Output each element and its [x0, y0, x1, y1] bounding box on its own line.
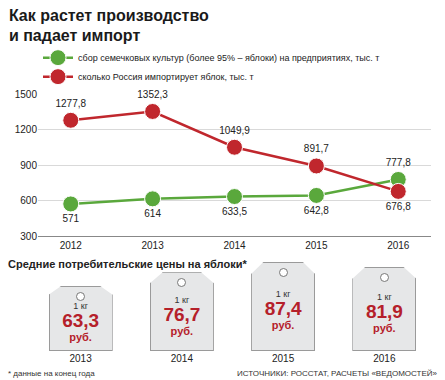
html-text:ИСТОЧНИКИ: РОССТАТ, РАСЧЕТЫ «В: ИСТОЧНИКИ: РОССТАТ, РАСЧЕТЫ «ВЕДОМОСТЕЙ»: [237, 369, 437, 378]
svg-text:2014: 2014: [223, 240, 246, 251]
svg-text:900: 900: [20, 160, 37, 171]
svg-text:600: 600: [20, 195, 37, 206]
svg-text:сбор семечковых культур (более: сбор семечковых культур (более 95% – ябл…: [78, 53, 379, 63]
svg-text:1049,9: 1049,9: [219, 125, 250, 136]
svg-text:1200: 1200: [15, 124, 38, 135]
svg-text:300: 300: [20, 231, 37, 242]
svg-text:633,5: 633,5: [222, 206, 247, 217]
html-text:руб.: руб.: [69, 331, 92, 344]
html-text:63,3: 63,3: [62, 310, 100, 332]
svg-text:2013: 2013: [141, 240, 164, 251]
svg-text:614: 614: [144, 208, 161, 219]
html-text:87,4: 87,4: [264, 298, 302, 320]
html-text:руб.: руб.: [170, 324, 194, 337]
svg-text:1277,8: 1277,8: [55, 98, 86, 109]
svg-text:891,7: 891,7: [304, 143, 329, 154]
svg-text:2012: 2012: [60, 240, 83, 251]
html-text:* данные на конец года: * данные на конец года: [8, 369, 95, 378]
html-text:руб.: руб.: [373, 322, 396, 334]
svg-text:сколько Россия импортирует ябл: сколько Россия импортирует яблок, тыс. т: [78, 72, 254, 82]
html-text:81,9: 81,9: [365, 301, 403, 322]
html-text:1 кг: 1 кг: [174, 294, 190, 305]
svg-text:1352,3: 1352,3: [137, 89, 168, 100]
html-text:2015: 2015: [272, 353, 295, 364]
svg-text:1500: 1500: [15, 89, 38, 100]
svg-text:571: 571: [62, 213, 79, 224]
html-text:2013: 2013: [69, 353, 92, 364]
html-text:1 кг: 1 кг: [73, 301, 88, 312]
html-text:76,7: 76,7: [163, 303, 201, 325]
svg-text:2016: 2016: [387, 240, 410, 251]
svg-text:Как растет производствои падае: Как растет производствои падает импорт: [9, 7, 209, 45]
svg-text:2015: 2015: [305, 240, 328, 251]
html-text:руб.: руб.: [271, 319, 295, 332]
html-text:2016: 2016: [373, 353, 396, 364]
svg-text:676,8: 676,8: [386, 201, 411, 212]
svg-text:642,8: 642,8: [304, 205, 329, 216]
html-text:2014: 2014: [170, 353, 193, 364]
html-text:1 кг: 1 кг: [377, 292, 392, 302]
html-text:Средние потребительские цены н: Средние потребительские цены на яблоки*: [8, 258, 247, 270]
html-text:1 кг: 1 кг: [275, 289, 291, 300]
svg-text:777,8: 777,8: [386, 157, 411, 168]
